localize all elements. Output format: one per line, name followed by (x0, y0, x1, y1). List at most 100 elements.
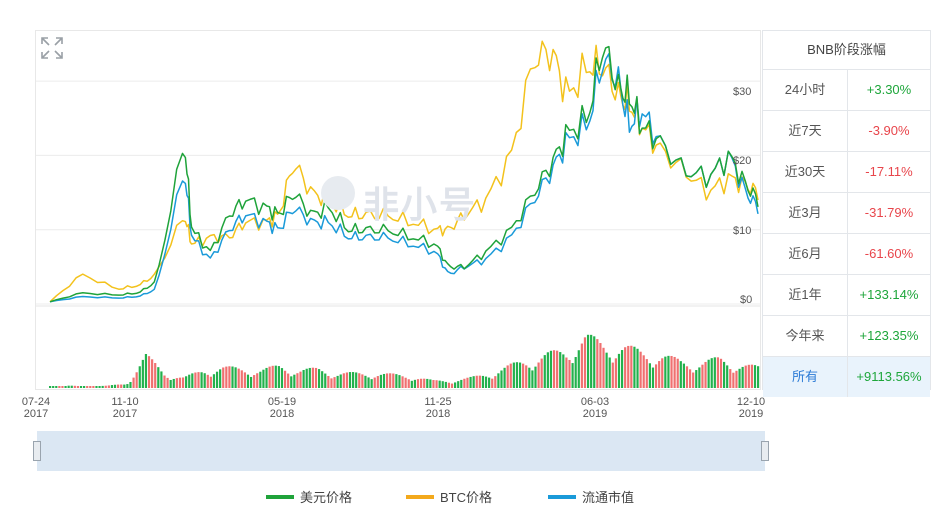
volume-bar (593, 336, 596, 388)
x-tick: 11-10 2017 (111, 396, 139, 420)
volume-bar (608, 357, 611, 388)
volume-bar (76, 385, 80, 388)
volume-bar (722, 361, 726, 388)
volume-bar (212, 374, 216, 388)
volume-bar (568, 359, 571, 388)
navigator-right-handle[interactable] (761, 441, 769, 461)
volume-bar (327, 375, 330, 388)
volume-bar (163, 375, 166, 388)
volume-bar (401, 376, 404, 388)
range-navigator[interactable] (37, 431, 765, 471)
range-3m[interactable]: 近3月 -31.79% (763, 193, 930, 234)
volume-bar (642, 355, 645, 388)
volume-bar (64, 386, 67, 388)
volume-bar (89, 386, 92, 388)
volume-bar (113, 384, 117, 388)
range-value: +9113.56% (856, 369, 922, 384)
volume-bar (497, 373, 500, 388)
x-tick: 07-24 2017 (21, 396, 51, 420)
volume-bar (194, 372, 197, 388)
performance-table-title: BNB阶段涨幅 (763, 31, 930, 70)
volume-bar (707, 359, 710, 388)
range-value: +123.35% (859, 328, 919, 343)
volume-bar (209, 376, 212, 388)
legend-item-marketcap[interactable]: 流通市值 (548, 487, 634, 506)
volume-bar (552, 350, 556, 388)
volume-bar (602, 347, 605, 388)
volume-bar (382, 373, 386, 388)
volume-bar (444, 381, 447, 388)
volume-bar (435, 380, 438, 388)
volume-bar (719, 358, 723, 388)
range-7d[interactable]: 近7天 -3.90% (763, 111, 930, 152)
volume-bar (620, 350, 624, 388)
volume-bar (181, 377, 185, 388)
volume-bar (188, 374, 191, 388)
volume-bar (355, 372, 358, 388)
volume-bar (469, 376, 472, 388)
volume-bar (701, 364, 704, 388)
volume-bar (423, 378, 426, 388)
volume-bar (135, 372, 138, 388)
volume-bar (98, 386, 101, 388)
volume-bar (73, 385, 76, 388)
volume-bar (351, 372, 355, 388)
volume-bar (732, 372, 735, 388)
range-1y[interactable]: 近1年 +133.14% (763, 275, 930, 316)
fullscreen-icon[interactable] (40, 36, 64, 60)
volume-bar (639, 351, 642, 388)
volume-bar (293, 374, 296, 388)
volume-bar (287, 373, 290, 388)
volume-bar (753, 365, 757, 388)
volume-bar (101, 385, 104, 388)
range-6m[interactable]: 近6月 -61.60% (763, 234, 930, 275)
volume-bar (265, 367, 268, 388)
volume-bar (426, 378, 429, 388)
volume-bar (283, 370, 287, 388)
volume-bar (237, 368, 240, 388)
volume-bar (296, 373, 299, 388)
range-24h[interactable]: 24小时 +3.30% (763, 70, 930, 111)
volume-bar (472, 376, 475, 388)
y-tick-30: $30 (733, 86, 752, 98)
y-tick-0: $0 (740, 294, 753, 306)
x-tick: 12-10 2019 (736, 396, 766, 420)
volume-bar (274, 365, 277, 388)
volume-bar (246, 374, 250, 388)
volume-bar (147, 356, 151, 388)
volume-bar (738, 368, 741, 388)
volume-bar (525, 365, 528, 388)
volume-bar (698, 367, 701, 388)
volume-bar (466, 377, 469, 388)
volume-bar (586, 334, 590, 388)
navigator-left-handle[interactable] (33, 441, 41, 461)
range-30d[interactable]: 近30天 -17.11% (763, 152, 930, 193)
volume-bar (500, 370, 503, 388)
volume-bar (311, 367, 314, 388)
volume-bar (364, 375, 367, 388)
legend-item-usd[interactable]: 美元价格 (266, 487, 352, 506)
volume-bar (191, 373, 194, 388)
series-line-1 (49, 40, 759, 303)
volume-bar (413, 379, 417, 388)
volume-bar (416, 379, 420, 388)
range-ytd[interactable]: 今年来 +123.35% (763, 316, 930, 357)
volume-bar (268, 366, 271, 388)
volume-bar (522, 363, 525, 388)
volume-bar (123, 384, 126, 388)
range-value: -31.79% (864, 205, 914, 220)
volume-bar (546, 352, 549, 388)
volume-bar (243, 372, 246, 388)
volume-bar (556, 350, 559, 388)
legend-item-btc[interactable]: BTC价格 (406, 487, 492, 506)
volume-bar (531, 370, 534, 388)
volume-bar (627, 345, 630, 388)
volume-bar (302, 369, 305, 388)
volume-bar (420, 378, 423, 388)
volume-bar (222, 367, 225, 388)
range-all[interactable]: 所有 +9113.56% (763, 357, 930, 397)
volume-bar (506, 365, 509, 388)
volume-bar (515, 362, 519, 388)
volume-bar (271, 365, 274, 388)
watermark: 非小号 (321, 176, 475, 228)
